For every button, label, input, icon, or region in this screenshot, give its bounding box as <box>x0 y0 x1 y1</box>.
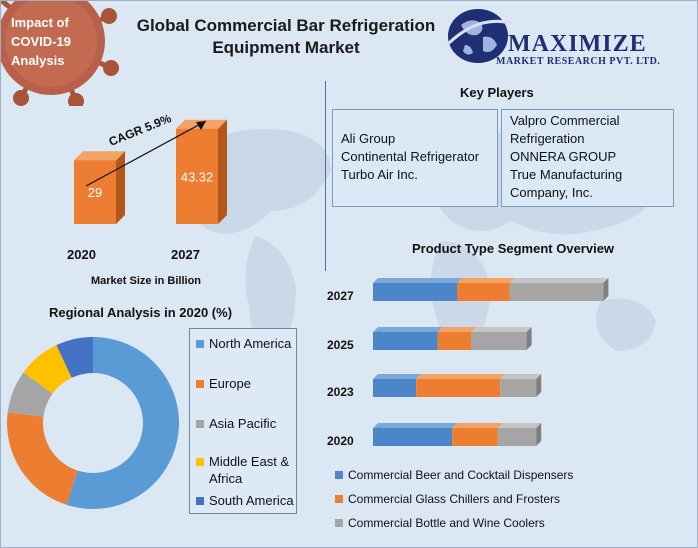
category-label: 2027 <box>327 289 354 303</box>
legend-label: Europe <box>209 376 251 391</box>
segment-top <box>373 327 443 332</box>
globe-logo-icon <box>445 9 512 63</box>
legend-swatch <box>196 458 204 466</box>
bar-end <box>536 374 542 397</box>
bar-segment <box>500 379 537 397</box>
bar-side <box>116 151 125 224</box>
legend-label: North America <box>209 336 292 351</box>
bar-segment <box>497 428 537 446</box>
bar-segment <box>373 283 457 301</box>
legend-item-asia-pacific: Asia Pacific <box>196 415 276 432</box>
key-player: Valpro Commercial Refrigeration <box>510 113 620 146</box>
category-label: 2025 <box>327 338 354 352</box>
bar-value-label: 43.32 <box>181 169 214 184</box>
bar-segment <box>509 283 604 301</box>
key-players-heading: Key Players <box>460 85 534 100</box>
bar-segment <box>437 332 472 350</box>
key-player: Continental Refrigerator <box>341 149 480 164</box>
bar-value-label: 29 <box>88 185 102 200</box>
segment-top <box>416 374 506 379</box>
product-heading: Product Type Segment Overview <box>412 241 615 256</box>
category-label: 2023 <box>327 385 354 399</box>
segment-top <box>373 374 422 379</box>
market-size-caption: Market Size in Billion <box>91 275 202 287</box>
legend-label: Middle East & Africa <box>209 454 290 486</box>
virus-icon <box>1 1 119 106</box>
segment-top <box>457 278 515 283</box>
pie-slice <box>7 372 53 417</box>
bar-segment <box>373 428 453 446</box>
covid-impact-badge: Impact of COVID-19 Analysis <box>11 15 71 68</box>
key-players-box-left: Ali Group Continental Refrigerator Turbo… <box>332 109 498 207</box>
regional-heading: Regional Analysis in 2020 (%) <box>49 305 233 320</box>
legend-item-south-america: South America <box>196 492 294 509</box>
bar-segment <box>457 283 510 301</box>
legend-swatch <box>335 471 343 479</box>
legend-swatch <box>196 340 204 348</box>
legend-label: Commercial Bottle and Wine Coolers <box>348 516 545 530</box>
legend-swatch <box>196 420 204 428</box>
year-label-2020: 2020 <box>67 247 96 262</box>
bar-segment <box>373 332 438 350</box>
legend-label: Commercial Beer and Cocktail Dispensers <box>348 468 574 482</box>
legend-item-glass-chillers: Commercial Glass Chillers and Frosters <box>335 492 560 506</box>
cagr-arrowhead <box>196 121 206 130</box>
category-label: 2020 <box>327 434 354 448</box>
segment-top <box>500 374 542 379</box>
legend-item-europe: Europe <box>196 375 251 392</box>
bar-top <box>74 151 125 161</box>
logo-brand: MAXIMIZE <box>508 31 647 57</box>
legend-label: South America <box>209 493 294 508</box>
legend-item-wine-coolers: Commercial Bottle and Wine Coolers <box>335 516 545 530</box>
pie-slice <box>66 337 180 509</box>
bar-segment <box>471 332 527 350</box>
legend-label: Commercial Glass Chillers and Frosters <box>348 492 561 506</box>
page-title: Global Commercial Bar Refrigeration Equi… <box>136 16 436 57</box>
legend-swatch <box>335 495 343 503</box>
logo-tagline: MARKET RESEARCH PVT. LTD. <box>496 56 661 67</box>
year-label-2027: 2027 <box>171 247 200 262</box>
regional-legend: North America Europe Asia Pacific Middle… <box>189 328 297 514</box>
regional-donut-chart <box>7 337 180 509</box>
bar <box>176 128 218 224</box>
product-segment-chart: 2027 2025 2023 2020 <box>327 278 609 448</box>
market-size-chart: 29 43.32 <box>74 119 227 224</box>
legend-swatch <box>196 380 204 388</box>
segment-top <box>437 327 477 332</box>
legend-swatch <box>335 519 343 527</box>
bar-segment <box>416 379 501 397</box>
legend-item-beer-dispensers: Commercial Beer and Cocktail Dispensers <box>335 468 573 482</box>
key-players-box-right: Valpro Commercial Refrigeration ONNERA G… <box>501 109 674 207</box>
segment-top <box>373 278 462 283</box>
segment-top <box>497 423 542 428</box>
segment-top <box>471 327 532 332</box>
legend-label: Asia Pacific <box>209 416 277 431</box>
segment-top <box>452 423 503 428</box>
bar-segment <box>373 379 417 397</box>
bar-end <box>526 327 532 350</box>
legend-item-middle-east-africa: Middle East & Africa <box>196 453 296 487</box>
pie-slice <box>7 412 78 505</box>
legend-item-north-america: North America <box>196 335 291 352</box>
bar-side <box>218 119 227 224</box>
bar-end <box>603 278 609 301</box>
bar-end <box>536 423 542 446</box>
legend-swatch <box>196 497 204 505</box>
cagr-arrow <box>85 120 207 187</box>
segment-top <box>509 278 609 283</box>
segment-top <box>373 423 458 428</box>
key-player: Ali Group <box>341 131 396 146</box>
bar-segment <box>452 428 498 446</box>
key-player: ONNERA GROUP <box>510 149 617 164</box>
key-player: True Manufacturing Company, Inc. <box>510 167 623 200</box>
pie-slice <box>56 337 93 378</box>
pie-slice <box>23 345 72 394</box>
bar <box>74 160 116 224</box>
key-player: Turbo Air Inc. <box>341 167 418 182</box>
divider <box>325 81 326 271</box>
